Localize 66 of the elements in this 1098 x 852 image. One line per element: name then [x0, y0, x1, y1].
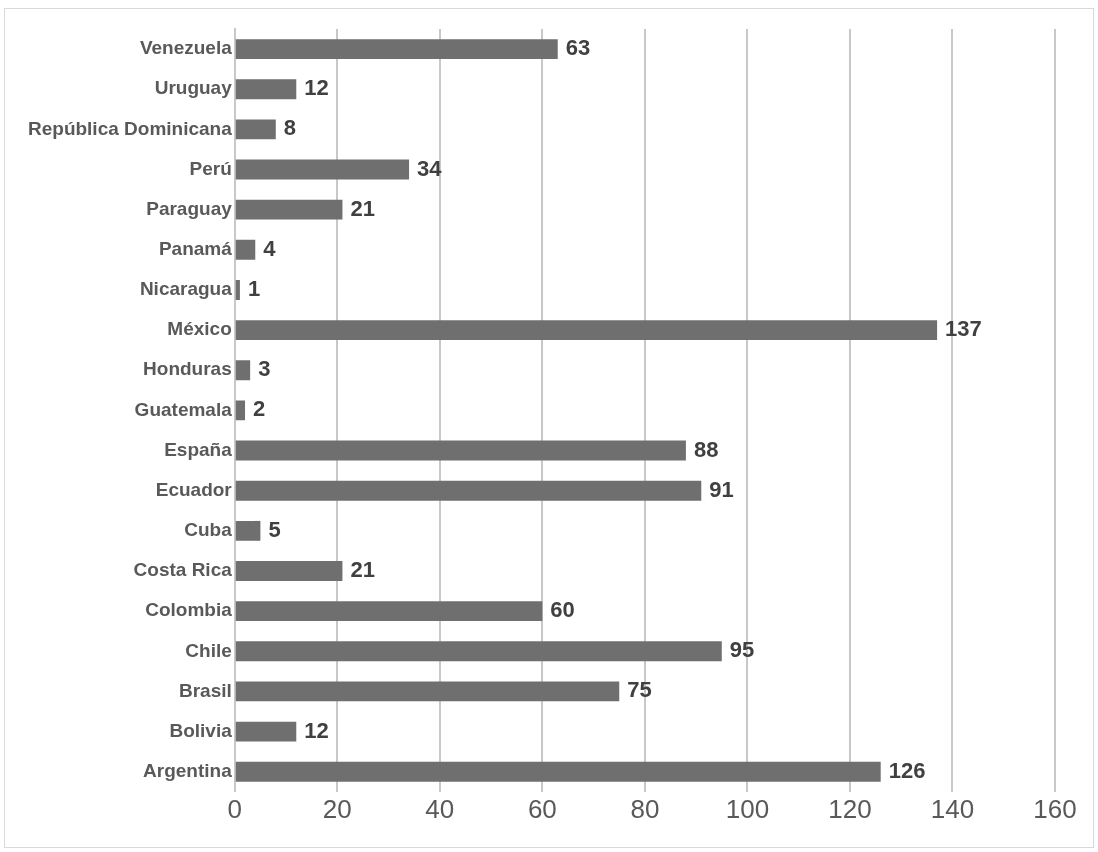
bar	[235, 79, 297, 100]
y-tick-label: Perú	[189, 157, 232, 179]
bar	[235, 280, 240, 300]
data-label: 3	[258, 356, 271, 382]
x-tick-label: 160	[1033, 793, 1077, 824]
data-label: 12	[304, 75, 329, 101]
bar	[235, 721, 297, 742]
data-label: 60	[550, 597, 575, 623]
x-tick-label: 100	[725, 793, 770, 824]
y-tick-label: Nicaragua	[139, 278, 233, 300]
y-tick-label: Panamá	[158, 238, 233, 260]
data-label: 21	[350, 557, 375, 583]
bar	[235, 320, 938, 341]
x-tick-label: 120	[828, 793, 872, 824]
bar	[235, 39, 558, 60]
bar	[235, 601, 543, 622]
bar	[235, 360, 251, 381]
bar	[235, 681, 620, 702]
y-tick-label: Honduras	[143, 358, 232, 380]
y-tick-label: Cuba	[184, 519, 233, 541]
y-tick-label: Ecuador	[155, 478, 233, 500]
y-tick-label: Costa Rica	[133, 559, 233, 581]
y-tick-label: Bolivia	[169, 719, 233, 741]
data-label: 12	[304, 717, 329, 743]
data-label: 1	[247, 276, 261, 302]
x-tick-label: 140	[930, 793, 975, 824]
y-tick-label: México	[167, 318, 232, 340]
data-label: 34	[417, 155, 443, 181]
y-tick-label: Argentina	[143, 759, 233, 781]
bar	[235, 199, 343, 220]
y-tick-label: Uruguay	[154, 77, 233, 99]
y-tick-label: Venezuela	[139, 37, 233, 59]
y-tick-label: Brasil	[178, 679, 232, 701]
bar	[235, 400, 246, 421]
y-tick-label: Chile	[185, 639, 232, 661]
bar	[235, 159, 410, 180]
bar	[235, 239, 256, 260]
data-label: 2	[253, 396, 266, 422]
data-label: 91	[709, 476, 734, 502]
x-tick-label: 80	[630, 793, 660, 824]
data-label: 4	[263, 235, 277, 261]
y-tick-label: Paraguay	[146, 197, 233, 219]
y-tick-label: República Dominicana	[27, 117, 233, 139]
data-label: 126	[888, 757, 926, 783]
x-tick-label: 60	[527, 793, 557, 824]
bar	[235, 761, 881, 782]
bar	[235, 480, 702, 501]
data-label: 63	[565, 35, 591, 61]
bar	[235, 119, 276, 140]
bar	[235, 641, 722, 662]
y-tick-label: Colombia	[145, 599, 233, 621]
y-tick-label: España	[164, 438, 233, 460]
bar	[235, 440, 686, 461]
data-label: 88	[693, 436, 719, 462]
y-tick-label: Guatemala	[134, 398, 233, 420]
x-tick-label: 20	[322, 793, 352, 824]
bar	[235, 561, 343, 581]
x-tick-label: 0	[227, 793, 242, 824]
data-label: 75	[627, 677, 652, 703]
data-label: 8	[283, 115, 297, 141]
data-label: 137	[945, 316, 982, 342]
data-label: 5	[268, 516, 281, 542]
data-label: 95	[729, 637, 755, 663]
x-tick-label: 40	[425, 793, 455, 824]
bar	[235, 520, 261, 541]
data-label: 21	[350, 195, 375, 221]
